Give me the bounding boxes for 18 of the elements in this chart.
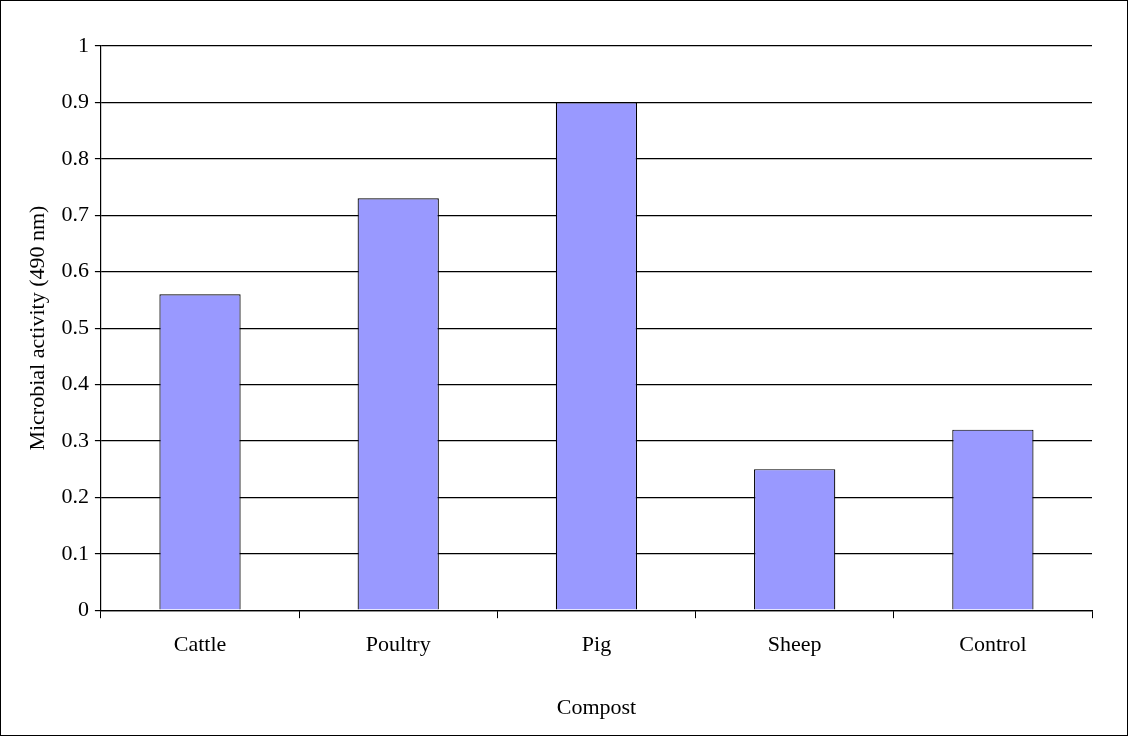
y-tick-label: 0.1 <box>61 539 89 565</box>
x-tick-label: Pig <box>581 631 612 657</box>
x-tick-label: Poultry <box>365 631 431 657</box>
y-tick-label: 0.8 <box>61 144 89 170</box>
y-tick-label: 0.5 <box>61 313 89 339</box>
y-tick-label: 1 <box>77 31 89 57</box>
y-tick-label: 0.3 <box>61 426 89 452</box>
y-tick-label: 0 <box>77 595 89 621</box>
y-axis-title: Microbial activity (490 nm) <box>23 205 49 451</box>
y-tick-label: 0.2 <box>61 483 89 509</box>
x-axis-title: Compost <box>556 693 637 719</box>
y-tick-label: 0.4 <box>61 370 89 396</box>
x-tick-label: Control <box>959 631 1027 657</box>
x-tick-label: Sheep <box>767 631 822 657</box>
y-tick-label: 0.9 <box>61 88 89 114</box>
y-tick-label: 0.6 <box>61 257 89 283</box>
x-tick-label: Cattle <box>173 631 227 657</box>
y-tick-label: 0.7 <box>61 201 89 227</box>
